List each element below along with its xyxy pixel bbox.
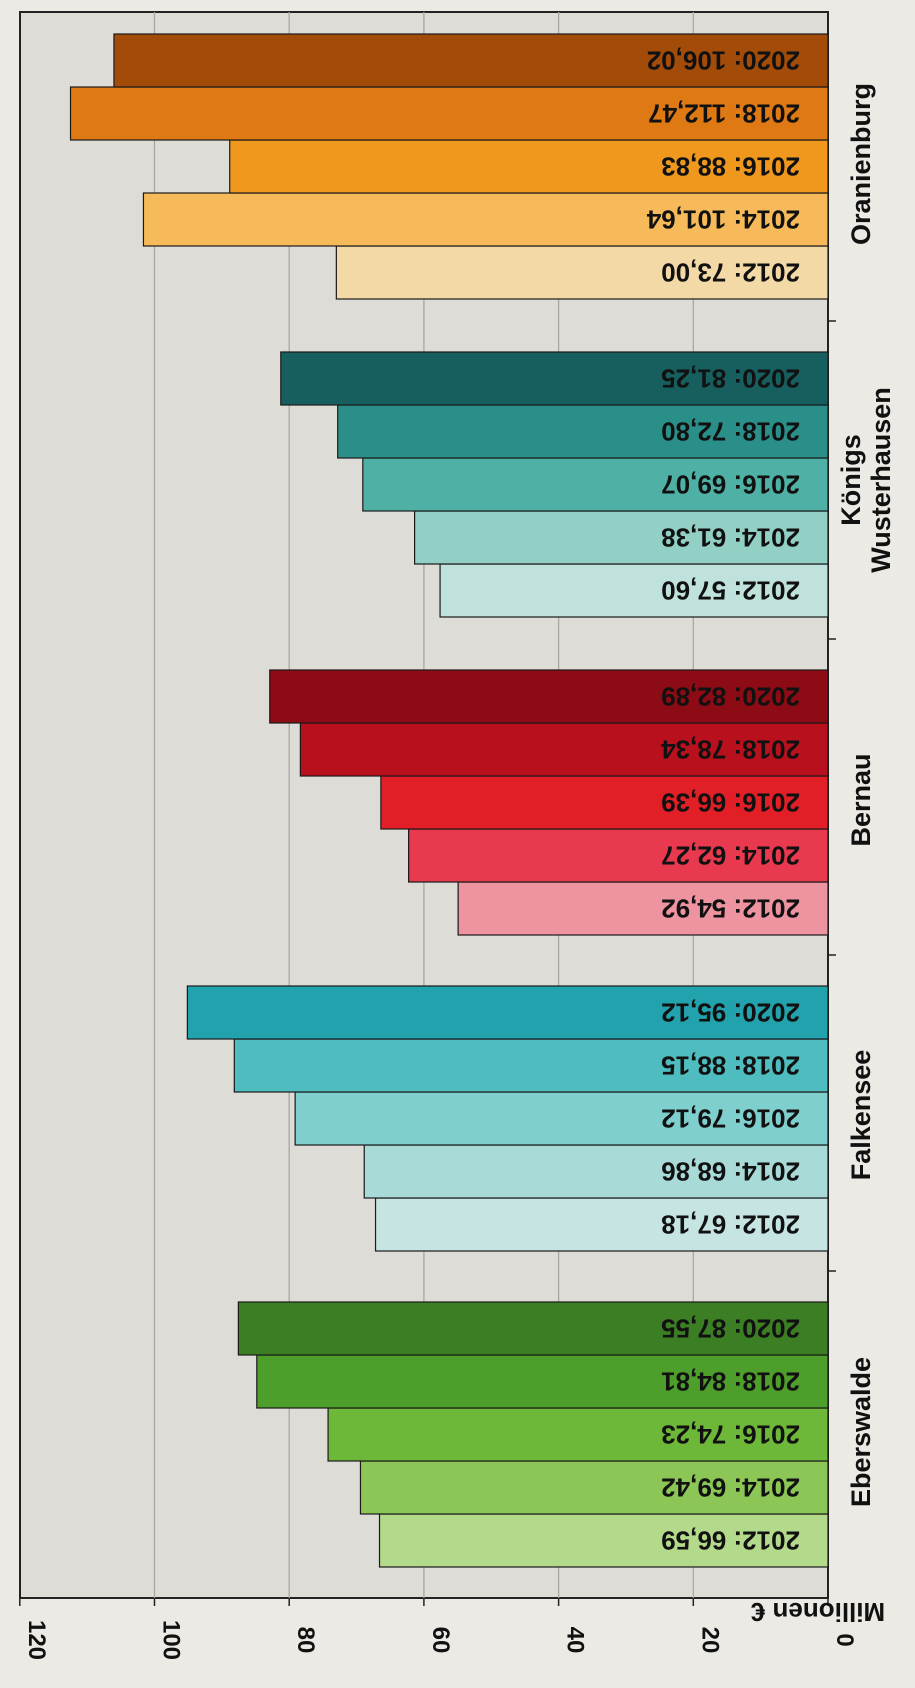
- value-axis: 0 20 40 60 80 100 120 Millionen €: [23, 1597, 885, 1660]
- category-label: Oranienburg: [846, 83, 876, 245]
- bar: [299, 722, 829, 777]
- bar-value-label: 2016: 88,83: [661, 152, 800, 182]
- bar: [380, 775, 829, 830]
- bar: [256, 1354, 829, 1409]
- value-axis-title: Millionen €: [751, 1597, 885, 1627]
- bar: [337, 404, 829, 459]
- bar: [374, 1197, 829, 1252]
- category-label: Bernau: [846, 753, 876, 846]
- bar-value-label: 2016: 79,12: [661, 1104, 800, 1134]
- value-tick-label: 80: [292, 1627, 319, 1654]
- bar: [113, 33, 829, 88]
- value-tick-label: 100: [158, 1620, 185, 1660]
- bar-value-label: 2014: 68,86: [661, 1157, 800, 1187]
- bar: [439, 563, 829, 618]
- bar-value-label: 2018: 72,80: [661, 417, 800, 447]
- bar: [362, 457, 829, 512]
- category-label-line: Oranienburg: [846, 83, 876, 245]
- value-tick-label: 20: [696, 1627, 723, 1654]
- bar-value-label: 2014: 62,27: [661, 841, 800, 871]
- bar-value-label: 2014: 61,38: [661, 523, 800, 553]
- bar: [408, 828, 829, 883]
- value-tick-label: 40: [562, 1627, 589, 1654]
- bar-value-label: 2020: 81,25: [661, 364, 800, 394]
- bar: [69, 86, 829, 141]
- value-tick-label: 60: [427, 1627, 454, 1654]
- bar: [280, 351, 829, 406]
- category-label-line: Wusterhausen: [866, 387, 896, 573]
- bar: [327, 1407, 829, 1462]
- bar-value-label: 2012: 54,92: [661, 894, 800, 924]
- category-label-line: Eberswalde: [846, 1357, 876, 1507]
- category-label: Eberswalde: [846, 1357, 876, 1507]
- bar: [229, 139, 829, 194]
- bar: [294, 1091, 829, 1146]
- bar-value-label: 2018: 84,81: [661, 1367, 800, 1397]
- category-label-line: Bernau: [846, 753, 876, 846]
- bar-value-label: 2012: 73,00: [661, 258, 800, 288]
- bar: [359, 1460, 829, 1515]
- bar: [335, 245, 829, 300]
- value-tick-label: 120: [23, 1620, 50, 1660]
- bar-value-label: 2012: 66,59: [661, 1526, 800, 1556]
- value-tick-label: 0: [831, 1633, 858, 1646]
- bar: [186, 985, 829, 1040]
- bars: 2012: 66,59 2014: 69,42 2016: 74,23 2018: 8…: [69, 33, 829, 1568]
- bar-value-label: 2014: 69,42: [661, 1473, 800, 1503]
- bar-value-label: 2012: 57,60: [661, 576, 800, 606]
- bar-value-label: 2020: 87,55: [661, 1314, 800, 1344]
- bar-value-label: 2018: 112,47: [648, 99, 800, 129]
- category-label-line: Königs: [836, 434, 866, 526]
- bar-value-label: 2014: 101,64: [646, 205, 800, 235]
- bar-value-label: 2016: 66,39: [661, 788, 800, 818]
- bar-value-label: 2012: 67,18: [661, 1210, 800, 1240]
- bar: [237, 1301, 829, 1356]
- bar-value-label: 2020: 95,12: [661, 998, 800, 1028]
- bar-value-label: 2018: 88,15: [661, 1051, 800, 1081]
- bar: [233, 1038, 829, 1093]
- bar-value-label: 2020: 82,89: [661, 682, 800, 712]
- category-label-line: Falkensee: [846, 1050, 876, 1181]
- bar: [414, 510, 829, 565]
- bar-value-label: 2016: 74,23: [661, 1420, 800, 1450]
- category-label: KönigsWusterhausen: [836, 387, 896, 573]
- bar-value-label: 2018: 78,34: [661, 735, 800, 765]
- category-label: Falkensee: [846, 1050, 876, 1181]
- bar-value-label: 2016: 69,07: [661, 470, 800, 500]
- bar: [269, 669, 829, 724]
- bar-value-label: 2020: 106,02: [647, 46, 800, 76]
- axis-ticks: [828, 320, 836, 1272]
- group-labels: Eberswalde Falkensee Bernau KönigsWusterhau…: [836, 83, 896, 1507]
